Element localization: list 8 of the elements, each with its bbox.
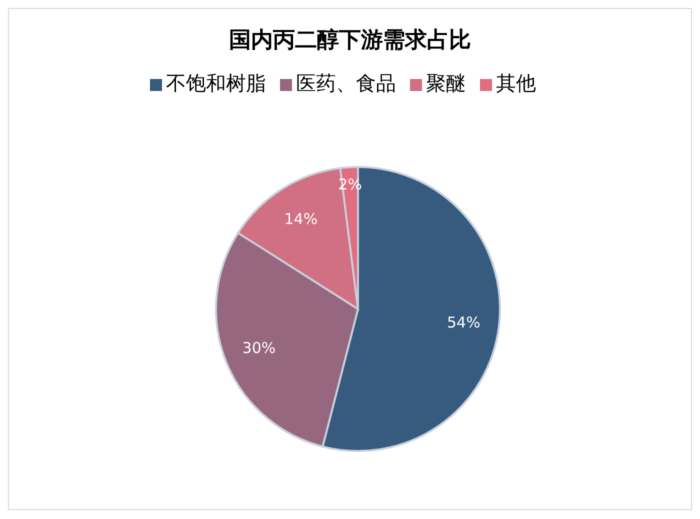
data-label: 14%: [284, 210, 318, 228]
data-label: 54%: [446, 313, 480, 332]
legend-label: 聚醚: [426, 71, 466, 95]
legend-label: 不饱和树脂: [166, 71, 266, 95]
data-label: 30%: [242, 339, 276, 358]
legend-label: 其他: [496, 71, 536, 95]
legend-label: 医药、食品: [296, 71, 396, 95]
chart-title: 国内丙二醇下游需求占比: [228, 27, 472, 55]
